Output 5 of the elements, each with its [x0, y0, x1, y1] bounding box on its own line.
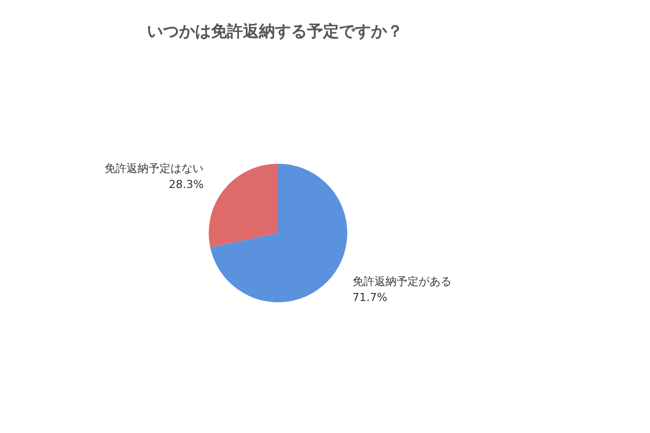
slice-label: 免許返納予定がある: [352, 274, 452, 288]
chart-title: いつかは免許返納する予定ですか？: [147, 22, 403, 40]
slice-label: 免許返納予定はない: [104, 162, 204, 176]
data-label: 71.7%: [352, 290, 388, 304]
data-label: 28.3%: [168, 178, 204, 192]
